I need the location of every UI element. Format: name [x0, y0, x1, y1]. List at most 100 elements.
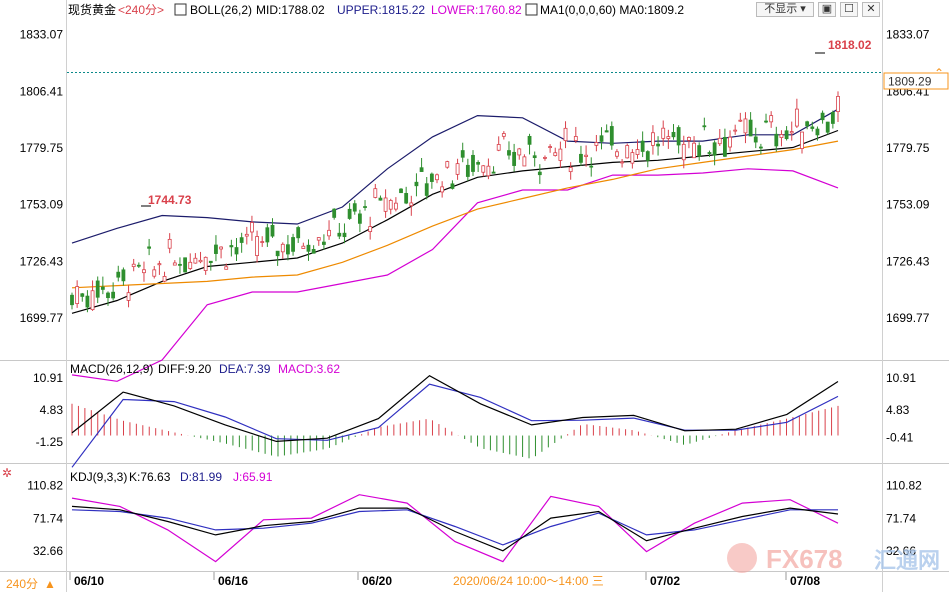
- candle-body: [733, 129, 738, 132]
- kdj-series: [71, 494, 839, 563]
- candle-body: [311, 248, 316, 254]
- boll-mid: MID:1788.02: [256, 3, 325, 17]
- hide-toggle-button[interactable]: 不显示 ▾: [756, 2, 814, 17]
- candle-body: [229, 245, 234, 248]
- candle-body: [198, 259, 203, 263]
- candle-body: [383, 197, 388, 212]
- footer-period-box[interactable]: [0, 572, 66, 592]
- candle-body: [152, 269, 157, 277]
- candle-body: [126, 292, 131, 301]
- ma-label: MA1(0,0,0,60) MA0:1809.2: [540, 3, 684, 17]
- axis-tick-label: 1779.75: [20, 141, 64, 155]
- macd-right-axis: 10.91 4.83 -0.41: [886, 371, 916, 445]
- candle-body: [450, 183, 455, 189]
- main-left-axis: 1833.07 1806.41 1779.75 1753.09 1726.43 1699.…: [20, 28, 64, 325]
- candle-body: [805, 121, 810, 127]
- kdj-d-line: [71, 509, 838, 546]
- candle-body: [496, 144, 501, 151]
- footer-period-arrow-icon[interactable]: ▲: [44, 577, 56, 591]
- boll-lower: LOWER:1760.82: [431, 3, 522, 17]
- boll-upper: UPPER:1815.22: [337, 3, 425, 17]
- candle-body: [743, 118, 748, 134]
- candle-body: [825, 121, 830, 133]
- candle-body: [584, 154, 588, 157]
- candle-body: [512, 151, 517, 166]
- candle-body: [543, 157, 547, 159]
- candle-body: [286, 244, 290, 255]
- axis-tick-label: 4.83: [40, 403, 64, 417]
- watermark: FX678 汇通网: [727, 543, 940, 574]
- candle-body: [219, 246, 223, 250]
- axis-tick-label: 4.83: [886, 403, 910, 417]
- candle-body: [147, 246, 152, 249]
- candle-body: [651, 132, 655, 146]
- candle-body: [455, 163, 460, 175]
- candle-body: [327, 229, 331, 237]
- candle-body: [404, 193, 409, 204]
- footer-period[interactable]: 240分: [6, 577, 38, 591]
- candle-body: [548, 146, 553, 148]
- candle-body: [481, 165, 486, 173]
- candle-body: [429, 173, 434, 182]
- kdj-j-line: [71, 494, 839, 563]
- candle-body: [640, 140, 645, 152]
- watermark-logo-icon: [727, 543, 757, 573]
- candle-body: [707, 152, 712, 154]
- candle-body: [363, 206, 367, 208]
- candle-body: [656, 143, 660, 147]
- candle-body: [794, 108, 799, 127]
- candle-body: [255, 236, 259, 256]
- candle-body: [476, 161, 481, 165]
- series-ma0-line: [71, 140, 839, 289]
- candle-body: [717, 137, 722, 145]
- candle-body: [116, 271, 121, 278]
- kdj-k: K:76.63: [129, 470, 171, 484]
- candle-body: [635, 149, 640, 155]
- candle-body: [80, 293, 85, 297]
- restore-button[interactable]: ▣: [818, 2, 836, 17]
- candle-body: [172, 262, 177, 266]
- axis-tick-label: 1726.43: [20, 254, 64, 268]
- candle-body: [409, 202, 414, 207]
- candle-body: [316, 237, 321, 241]
- candle-body: [306, 244, 311, 252]
- macd-diff: DIFF:9.20: [158, 362, 212, 376]
- cursor-time: 2020/06/24 10:00～14:00 三: [453, 574, 604, 588]
- axis-tick-label: 1753.09: [886, 198, 930, 212]
- candle-body: [579, 153, 583, 163]
- date-axis: 06/10 06/16 06/20 07/02 07/08: [69, 572, 820, 588]
- candle-body: [296, 227, 301, 239]
- candle-body: [337, 232, 342, 237]
- kdj-left-axis: 110.82 71.74 32.66: [27, 479, 63, 558]
- candle-body: [789, 131, 794, 134]
- maximize-button[interactable]: ☐: [840, 2, 858, 17]
- candle-body: [774, 133, 779, 147]
- candle-body: [203, 256, 208, 271]
- candle-body: [280, 243, 285, 253]
- axis-tick-label: 110.82: [27, 479, 63, 493]
- candle-body: [645, 151, 650, 161]
- candle-body: [522, 156, 527, 167]
- candle-body: [501, 133, 506, 137]
- candle-body: [558, 148, 563, 161]
- series-lower-line: [71, 168, 839, 382]
- axis-tick-label: 71.74: [33, 511, 63, 525]
- candle-body: [599, 135, 604, 142]
- axis-tick-label: 1833.07: [20, 28, 64, 42]
- candle-body: [604, 130, 609, 133]
- candle-body: [815, 128, 820, 136]
- candle-body: [214, 244, 218, 254]
- candle-body: [830, 112, 835, 124]
- boll-toggle-icon[interactable]: [174, 3, 187, 16]
- candle-body: [352, 203, 357, 212]
- candle-body: [208, 260, 213, 264]
- axis-tick-label: 1753.09: [20, 198, 64, 212]
- candle-body: [810, 126, 815, 129]
- ma-toggle-icon[interactable]: [525, 3, 538, 16]
- candle-body: [239, 237, 244, 243]
- candle-body: [532, 155, 537, 159]
- period-link[interactable]: <240分>: [118, 3, 164, 17]
- close-button[interactable]: ✕: [862, 2, 880, 17]
- kdj-settings-icon[interactable]: ✲: [2, 466, 12, 480]
- candle-body: [157, 263, 162, 266]
